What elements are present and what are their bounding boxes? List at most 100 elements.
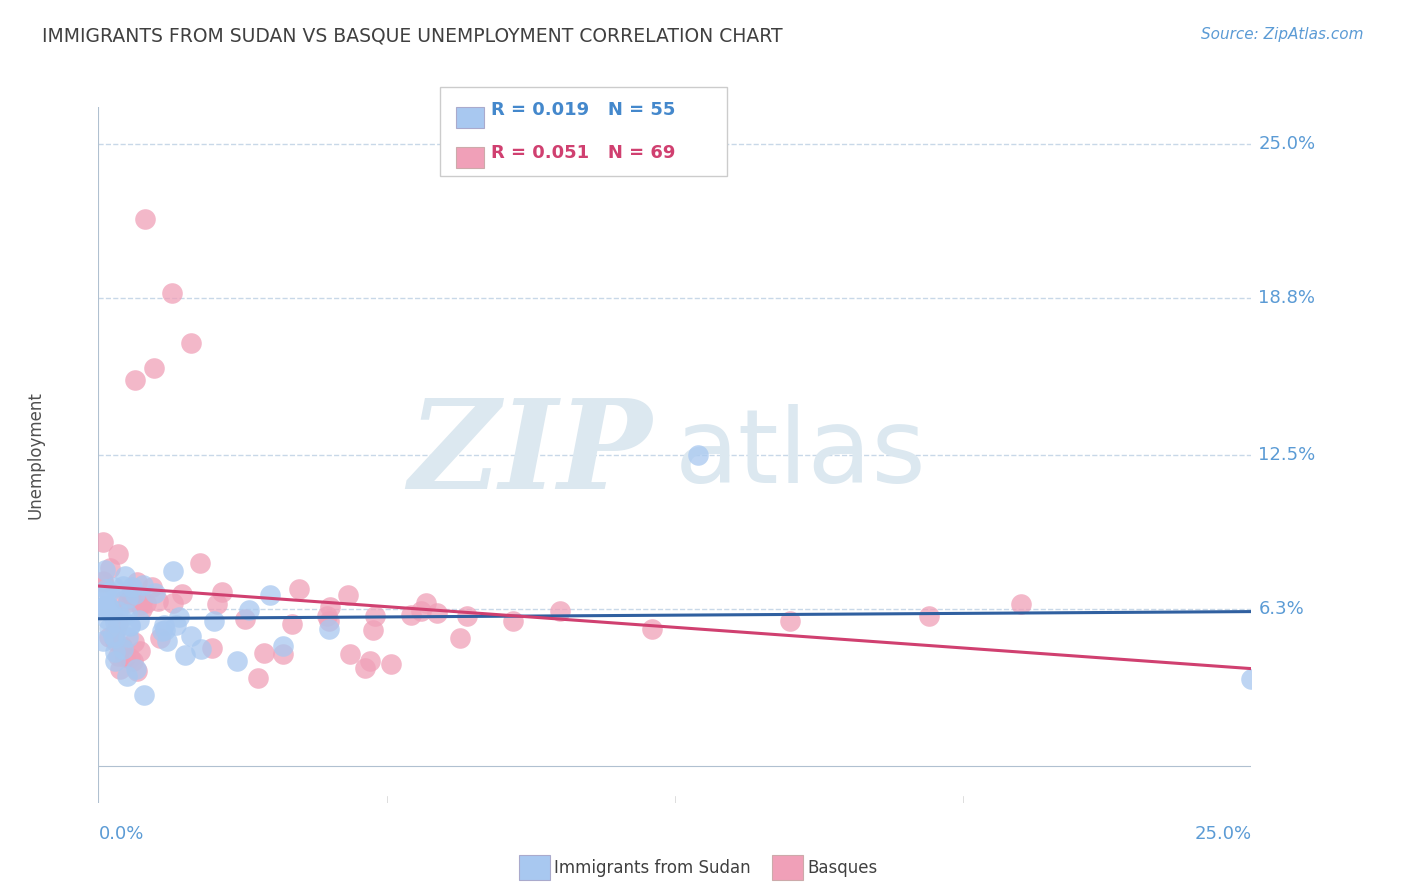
Text: Immigrants from Sudan: Immigrants from Sudan <box>554 859 751 877</box>
Text: R = 0.019   N = 55: R = 0.019 N = 55 <box>491 102 675 120</box>
Point <box>202 615 225 629</box>
Point <box>411 605 433 619</box>
Point <box>103 580 125 594</box>
Point <box>172 587 194 601</box>
Point <box>114 650 136 665</box>
Point <box>190 641 212 656</box>
Point <box>111 639 134 653</box>
Point <box>97 621 120 635</box>
Point <box>122 654 145 668</box>
Point <box>117 630 139 644</box>
Point <box>238 603 260 617</box>
Point <box>917 609 939 624</box>
Point <box>142 361 165 376</box>
Point <box>354 661 377 675</box>
Point <box>318 615 340 629</box>
Text: 25.0%: 25.0% <box>1258 136 1316 153</box>
Point <box>129 644 152 658</box>
Point <box>98 561 121 575</box>
Point <box>125 662 148 676</box>
Point <box>107 648 129 663</box>
Point <box>167 609 190 624</box>
Text: IMMIGRANTS FROM SUDAN VS BASQUE UNEMPLOYMENT CORRELATION CHART: IMMIGRANTS FROM SUDAN VS BASQUE UNEMPLOY… <box>42 27 783 45</box>
Point <box>112 593 135 607</box>
Point <box>96 611 118 625</box>
Point <box>104 633 127 648</box>
Point <box>339 648 361 662</box>
Point <box>107 547 129 561</box>
Point <box>225 654 247 668</box>
Point <box>149 631 172 645</box>
Point <box>426 607 449 621</box>
Point <box>150 624 173 638</box>
Point <box>134 211 156 226</box>
Point <box>91 574 114 589</box>
Text: 12.5%: 12.5% <box>1258 446 1316 464</box>
Point <box>253 646 276 660</box>
Point <box>108 662 131 676</box>
Text: 25.0%: 25.0% <box>1194 825 1251 843</box>
Point <box>135 596 157 610</box>
Point <box>271 639 294 653</box>
Point <box>134 688 156 702</box>
Point <box>259 588 281 602</box>
Point <box>361 623 384 637</box>
Point <box>127 665 149 679</box>
Point <box>165 618 187 632</box>
Point <box>548 605 571 619</box>
Point <box>456 609 478 624</box>
Point <box>319 600 342 615</box>
Point <box>129 598 152 612</box>
Point <box>112 579 135 593</box>
Point <box>162 596 184 610</box>
Point <box>188 556 211 570</box>
Point <box>641 622 664 636</box>
Point <box>779 615 801 629</box>
Point <box>173 648 195 662</box>
Text: 18.8%: 18.8% <box>1258 289 1316 308</box>
Point <box>359 654 381 668</box>
Point <box>415 596 437 610</box>
Text: Unemployment: Unemployment <box>27 391 44 519</box>
Point <box>93 634 115 648</box>
Point <box>97 599 120 614</box>
Point <box>1010 597 1032 611</box>
Point <box>364 609 387 624</box>
Point <box>160 286 183 301</box>
Text: 0.0%: 0.0% <box>98 825 143 843</box>
Point <box>93 563 115 577</box>
Point <box>200 640 222 655</box>
Point <box>91 535 114 549</box>
Point <box>118 650 141 665</box>
Point <box>124 587 146 601</box>
Point <box>399 607 422 622</box>
Point <box>107 604 129 618</box>
Point <box>117 595 139 609</box>
Point <box>117 607 139 621</box>
Point <box>104 615 127 629</box>
Point <box>121 580 143 594</box>
Point <box>112 642 135 657</box>
Point <box>117 591 139 606</box>
Point <box>96 585 118 599</box>
Point <box>115 669 138 683</box>
Point <box>128 613 150 627</box>
Point <box>104 645 127 659</box>
Point <box>502 615 524 629</box>
Point <box>91 599 114 614</box>
Point <box>281 617 304 632</box>
Point <box>247 671 270 685</box>
Point <box>152 618 174 632</box>
Text: atlas: atlas <box>675 404 927 506</box>
Point <box>124 635 146 649</box>
Point <box>114 569 136 583</box>
Point <box>153 623 176 637</box>
Text: R = 0.051   N = 69: R = 0.051 N = 69 <box>491 144 675 161</box>
Point <box>118 618 141 632</box>
Point <box>449 631 471 645</box>
Point <box>233 612 256 626</box>
Point <box>105 624 128 638</box>
Point <box>103 629 125 643</box>
Text: ZIP: ZIP <box>408 394 652 516</box>
Point <box>120 587 142 601</box>
